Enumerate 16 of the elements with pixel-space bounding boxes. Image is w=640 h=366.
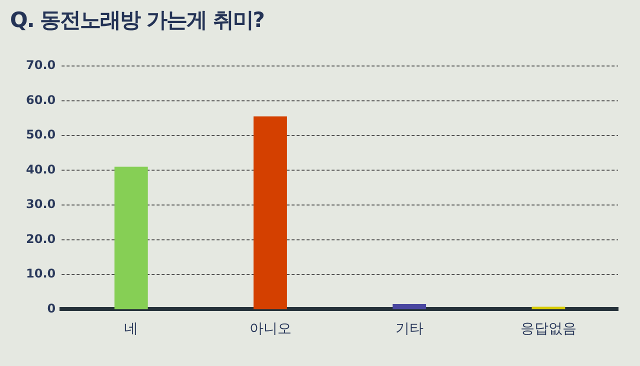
chart-title: Q. 동전노래방 가는게 취미? [10,7,264,34]
bar [254,116,287,310]
y-tick-label: 70.0 [26,58,56,72]
y-tick-label: 30.0 [26,197,56,212]
y-tick-label: 10.0 [26,266,56,281]
y-tick-label: 60.0 [26,92,56,107]
bar [392,304,426,310]
x-tick-label: 기타 [395,321,424,338]
y-tick-label: 20.0 [26,232,56,246]
y-tick-label: 40.0 [26,162,56,176]
bar [114,166,148,310]
x-tick-label: 아니오 [249,321,292,338]
y-tick-label: 50.0 [26,128,56,142]
x-tick-label: 네 [124,321,138,338]
y-tick-label: 0 [47,301,56,316]
x-tick-label: 응답없음 [520,321,576,338]
